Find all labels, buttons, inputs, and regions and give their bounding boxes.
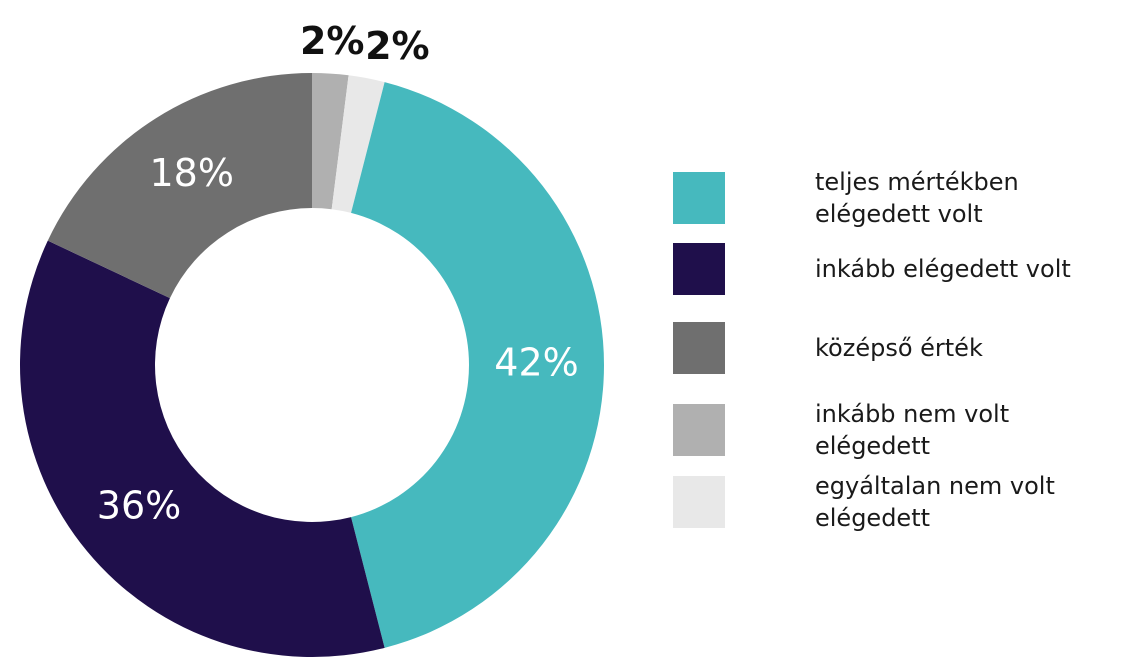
legend-item: középső érték: [673, 322, 1125, 374]
slice: [20, 240, 385, 657]
value-label: 2%: [300, 19, 365, 63]
legend-swatch: [673, 172, 725, 224]
value-label: 18%: [149, 151, 233, 195]
slice: [312, 73, 349, 210]
value-label: 2%: [365, 24, 430, 68]
legend-item: inkább nem volt elégedett: [673, 398, 1125, 462]
chart: 2% 2% 42% 36% 18%: [20, 19, 604, 657]
legend-item: teljes mértékben elégedett volt: [673, 166, 1125, 230]
slice: [331, 75, 385, 213]
legend-label: inkább nem volt elégedett: [815, 400, 1010, 460]
value-label: 36%: [97, 484, 181, 528]
legend-label: középső érték: [815, 334, 983, 362]
slice: [351, 82, 604, 648]
legend-swatch: [673, 404, 725, 456]
legend-swatch: [673, 476, 725, 528]
legend-item: egyáltalan nem volt elégedett: [673, 470, 1125, 534]
legend-swatch: [673, 243, 725, 295]
value-label: 42%: [494, 341, 578, 385]
legend-item: inkább elégedett volt: [673, 243, 1125, 295]
slice: [47, 73, 313, 299]
legend-label: teljes mértékben elégedett volt: [815, 168, 1019, 228]
legend-label: egyáltalan nem volt elégedett: [815, 472, 1055, 532]
legend-label: inkább elégedett volt: [815, 255, 1071, 283]
legend-swatch: [673, 322, 725, 374]
